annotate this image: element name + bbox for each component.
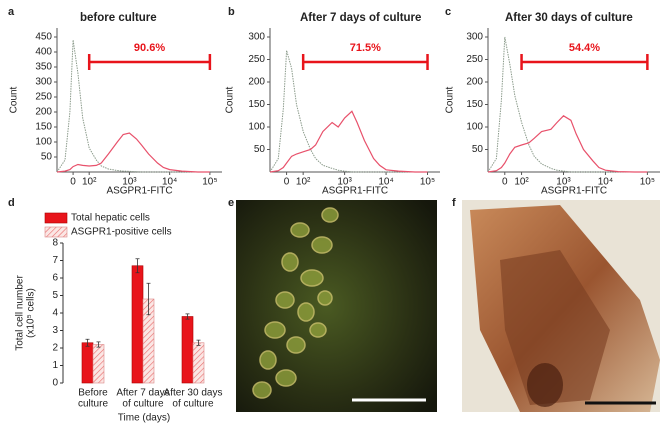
x-tick-label: culture [78, 399, 108, 410]
y-tick-label: 6 [52, 273, 58, 284]
histogram-line [269, 50, 428, 173]
histogram-line [487, 36, 648, 173]
x-tick-label: After 7 days [116, 388, 169, 399]
y-tick-label: 150 [248, 99, 265, 110]
y-tick-label: 0 [52, 378, 58, 389]
legend-swatch [44, 226, 68, 238]
x-tick-label: of culture [122, 399, 164, 410]
x-tick-label: 10⁴ [162, 177, 177, 188]
x-tick-label: 10⁵ [202, 177, 217, 188]
y-tick-label: 300 [466, 32, 483, 43]
histogram-line [56, 132, 210, 173]
y-tick-label: 50 [41, 152, 53, 163]
x-tick-label: 10⁴ [378, 177, 393, 188]
panel-label: d [8, 197, 15, 209]
x-tick-label: 0 [70, 177, 76, 188]
y-axis-label: Count [9, 86, 20, 113]
micrograph-f [462, 200, 660, 412]
y-tick-label: 5 [52, 290, 58, 301]
panel-label: e [228, 197, 234, 209]
x-axis-label: ASGPR1-FITC [541, 186, 607, 197]
x-tick-label: 0 [284, 177, 290, 188]
y-tick-label: 300 [35, 77, 52, 88]
y-tick-label: 250 [248, 54, 265, 65]
bar [131, 265, 144, 384]
legend-label: Total hepatic cells [71, 213, 150, 224]
x-tick-label: 10² [296, 177, 311, 188]
legend-swatch [44, 212, 68, 224]
x-tick-label: 10³ [556, 177, 571, 188]
chart-title: before culture [80, 12, 157, 24]
panel-label: b [228, 6, 235, 18]
gate-label: 54.4% [569, 42, 600, 54]
x-tick-label: Before [78, 388, 108, 399]
x-axis-label: Time (days) [118, 413, 170, 424]
y-tick-label: 100 [466, 122, 483, 133]
y-tick-label: 250 [466, 54, 483, 65]
y-tick-label: 50 [472, 144, 484, 155]
panel-label: c [445, 6, 451, 18]
histogram-line [56, 39, 210, 173]
x-tick-label: 10² [82, 177, 97, 188]
x-tick-label: 0 [502, 177, 508, 188]
y-tick-label: 3 [52, 325, 58, 336]
x-tick-label: of culture [172, 399, 214, 410]
y-tick-label: 150 [35, 122, 52, 133]
histogram-line [487, 115, 648, 173]
histogram-line [269, 110, 428, 173]
x-tick-label: 10³ [337, 177, 352, 188]
y-tick-label: 450 [35, 32, 52, 43]
y-axis-label: (x10⁵ cells) [26, 288, 37, 338]
y-tick-label: 400 [35, 47, 52, 58]
legend-label: ASGPR1-positive cells [71, 227, 172, 238]
y-tick-label: 2 [52, 343, 58, 354]
micrograph-e [236, 200, 437, 412]
x-tick-label: 10² [514, 177, 529, 188]
error-bar [85, 338, 90, 347]
y-tick-label: 100 [248, 122, 265, 133]
x-axis-label: ASGPR1-FITC [106, 186, 172, 197]
error-bar [196, 339, 201, 346]
y-tick-label: 1 [52, 360, 58, 371]
y-tick-label: 8 [52, 238, 58, 249]
y-tick-label: 300 [248, 32, 265, 43]
y-axis-label: Total cell number [15, 275, 26, 351]
error-bar [185, 313, 190, 320]
y-tick-label: 200 [466, 77, 483, 88]
error-bar [96, 341, 101, 348]
bar [192, 342, 205, 384]
x-tick-label: 10³ [122, 177, 137, 188]
gate-label: 71.5% [350, 42, 381, 54]
x-tick-label: 10⁵ [640, 177, 655, 188]
y-axis-label: Count [445, 86, 456, 113]
y-tick-label: 100 [35, 137, 52, 148]
y-tick-label: 250 [35, 92, 52, 103]
y-tick-label: 7 [52, 255, 58, 266]
y-axis-label: Count [225, 86, 236, 113]
error-bar [146, 282, 151, 316]
x-tick-label: 10⁵ [420, 177, 435, 188]
bar [81, 342, 94, 384]
chart-title: After 7 days of culture [300, 12, 421, 24]
error-bar [135, 258, 140, 274]
y-tick-label: 200 [248, 77, 265, 88]
x-tick-label: 10⁴ [598, 177, 613, 188]
y-tick-label: 4 [52, 308, 58, 319]
panel-label: f [452, 197, 456, 209]
gate-label: 90.6% [134, 42, 165, 54]
x-tick-label: After 30 days [164, 388, 223, 399]
bar [181, 316, 194, 384]
bar [92, 344, 105, 384]
y-tick-label: 350 [35, 62, 52, 73]
panel-label: a [8, 6, 15, 18]
chart-title: After 30 days of culture [505, 12, 633, 24]
y-tick-label: 50 [254, 144, 266, 155]
y-tick-label: 150 [466, 99, 483, 110]
x-axis-label: ASGPR1-FITC [322, 186, 388, 197]
y-tick-label: 200 [35, 107, 52, 118]
